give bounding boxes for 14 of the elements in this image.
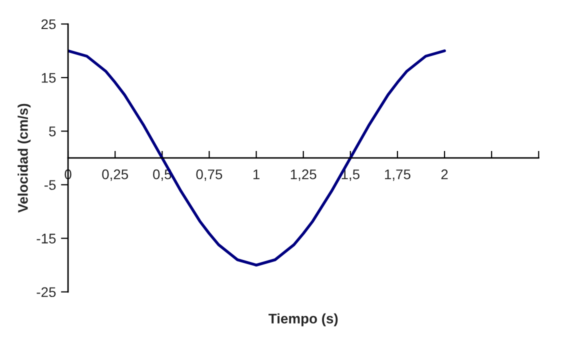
- x-tick-label: 1,25: [290, 169, 316, 181]
- y-tick-label: -25: [36, 287, 56, 298]
- y-tick-label: -15: [36, 234, 56, 244]
- y-axis-title: Velocidad (cm/s): [18, 104, 31, 213]
- y-tick-label: 25: [41, 19, 56, 30]
- y-tick-label: 15: [42, 73, 56, 83]
- x-tick-label: 0,25: [102, 169, 128, 181]
- y-tick-label: -5: [44, 180, 56, 190]
- x-tick-label: 0,75: [196, 169, 222, 181]
- x-tick-label: 1: [253, 170, 260, 180]
- x-tick-label: 2: [441, 169, 448, 180]
- x-axis-title: Tiempo (s): [268, 313, 338, 326]
- x-tick-label: 1,75: [385, 170, 410, 181]
- y-tick-label: 5: [49, 126, 56, 136]
